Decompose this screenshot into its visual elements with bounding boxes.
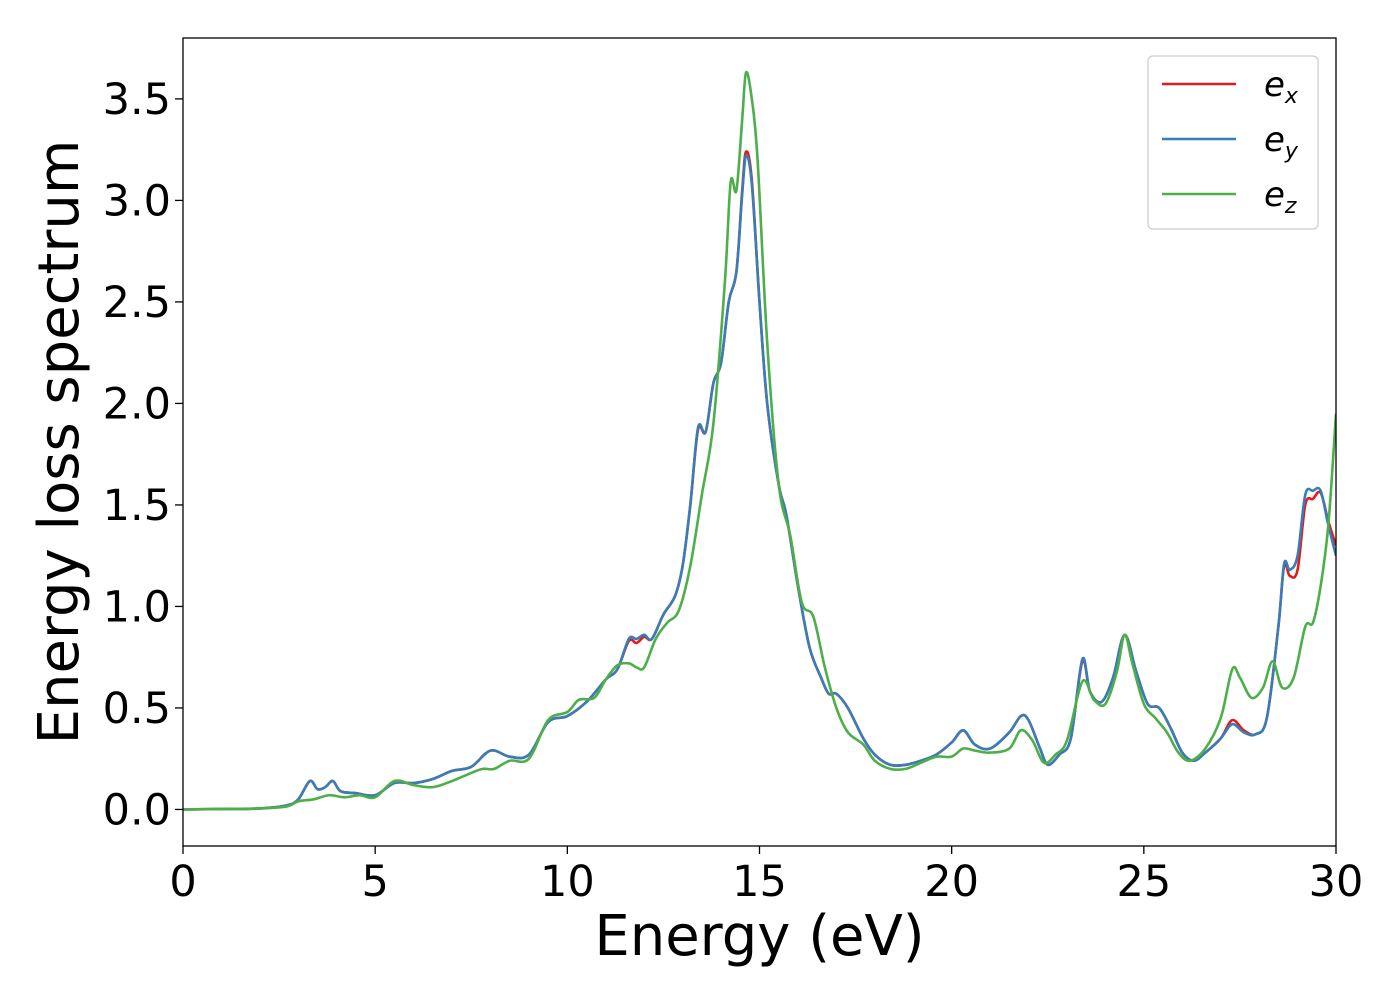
y-axis-ticks: 0.0 0.5 1.0 1.5 2.0 2.5 3.0 3.5 bbox=[103, 75, 183, 835]
legend-box bbox=[1147, 55, 1319, 230]
x-tick-label: 10 bbox=[540, 857, 595, 907]
series-line-e_z bbox=[183, 70, 1336, 811]
x-tick-label: 20 bbox=[924, 857, 979, 907]
x-tick-label: 15 bbox=[732, 857, 787, 907]
y-tick-label: 2.0 bbox=[103, 379, 171, 429]
y-tick-label: 3.5 bbox=[103, 75, 171, 125]
y-axis-title: Energy loss spectrum bbox=[27, 140, 92, 745]
y-tick-label: 3.0 bbox=[103, 176, 171, 226]
series-layer bbox=[183, 70, 1336, 811]
x-axis-ticks: 0 5 10 15 20 25 30 bbox=[169, 846, 1363, 907]
series-line-e_y bbox=[183, 154, 1336, 811]
legend-label-e_z: ez bbox=[1264, 175, 1297, 219]
y-tick-label: 2.5 bbox=[103, 278, 171, 328]
y-tick-label: 1.0 bbox=[103, 582, 171, 632]
y-tick-label: 1.5 bbox=[103, 481, 171, 531]
y-tick-label: 0.5 bbox=[103, 684, 171, 734]
x-axis-title: Energy (eV) bbox=[594, 904, 924, 969]
y-tick-label: 0.0 bbox=[103, 785, 171, 835]
x-tick-label: 0 bbox=[169, 857, 196, 907]
legend-label-e_x: ex bbox=[1264, 65, 1299, 109]
x-tick-label: 5 bbox=[361, 857, 388, 907]
legend-label-e_y: ey bbox=[1264, 120, 1299, 164]
x-tick-label: 30 bbox=[1309, 857, 1364, 907]
x-tick-label: 25 bbox=[1116, 857, 1171, 907]
legend: ex ey ez bbox=[1147, 55, 1319, 230]
